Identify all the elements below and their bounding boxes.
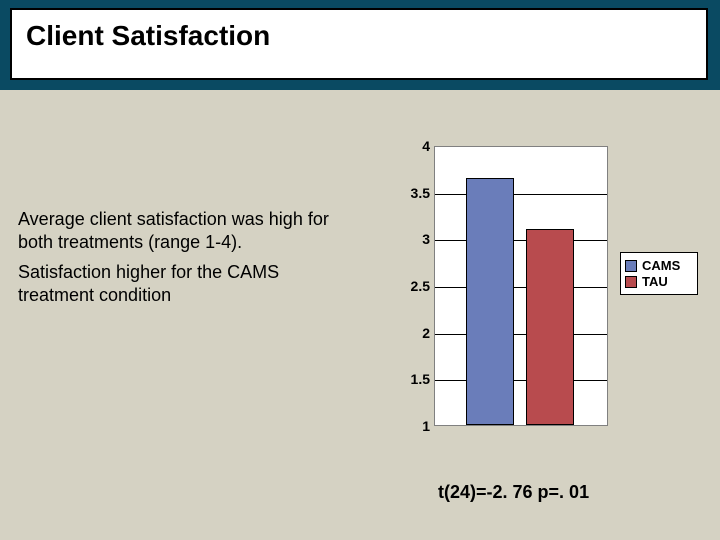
- description-block: Average client satisfaction was high for…: [18, 208, 356, 314]
- y-tick-label: 2.5: [386, 278, 430, 294]
- y-tick-label: 3.5: [386, 185, 430, 201]
- legend-item-tau: TAU: [625, 274, 693, 289]
- stats-text: t(24)=-2. 76 p=. 01: [438, 482, 589, 503]
- page-title: Client Satisfaction: [26, 20, 692, 52]
- title-box: Client Satisfaction: [10, 8, 708, 80]
- y-tick-label: 2: [386, 325, 430, 341]
- bar-chart: CAMSTAU 1 1.5 2 2.5 3 3.5 4: [386, 140, 702, 435]
- legend-swatch: [625, 260, 637, 272]
- y-tick-label: 1.5: [386, 371, 430, 387]
- description-line-1: Average client satisfaction was high for…: [18, 208, 356, 255]
- legend-item-cams: CAMS: [625, 258, 693, 273]
- legend-label: CAMS: [642, 258, 680, 273]
- bar-cams: [466, 178, 514, 425]
- chart-gridline: [435, 240, 607, 241]
- bar-tau: [526, 229, 574, 425]
- chart-plot-area: [434, 146, 608, 426]
- legend-swatch: [625, 276, 637, 288]
- chart-gridline: [435, 380, 607, 381]
- legend-label: TAU: [642, 274, 668, 289]
- chart-gridline: [435, 334, 607, 335]
- y-tick-label: 3: [386, 231, 430, 247]
- y-tick-label: 4: [386, 138, 430, 154]
- y-tick-label: 1: [386, 418, 430, 434]
- chart-gridline: [435, 194, 607, 195]
- chart-gridline: [435, 287, 607, 288]
- description-line-2: Satisfaction higher for the CAMS treatme…: [18, 261, 356, 308]
- chart-legend: CAMSTAU: [620, 252, 698, 295]
